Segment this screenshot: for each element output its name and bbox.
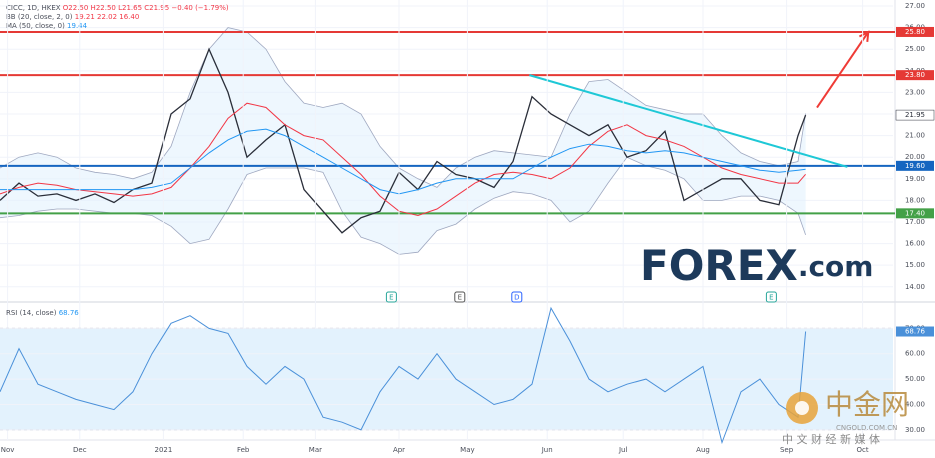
last-value-badge (896, 326, 934, 337)
legend-text: CICC, 1D, HKEX (6, 4, 61, 12)
legend-text: 19.21 22.02 16.40 (75, 13, 140, 21)
cngold-tagline: 中 文 财 经 新 媒 体 (782, 432, 880, 446)
y-tick-label: 14.00 (905, 283, 925, 291)
forex-suffix: .com (798, 250, 874, 283)
event-marker (454, 291, 466, 303)
series-line (0, 47, 807, 234)
level-label: 23.80 (905, 71, 925, 79)
cngold-url: CNGOLD.COM.CN (836, 424, 897, 432)
legend-text: 68.76 (59, 309, 80, 317)
event-marker (765, 291, 777, 303)
y-tick-label: 60.00 (905, 350, 925, 358)
event-marker (511, 291, 523, 303)
forex-logo: FOREX.com (640, 241, 873, 290)
event-marker (385, 291, 397, 303)
legend-text: BB (20, close, 2, 0) (6, 13, 73, 21)
x-tick-label: Mar (309, 446, 322, 454)
y-tick-label: 40.00 (905, 400, 925, 408)
series-line (0, 306, 807, 445)
level-label: 25.80 (905, 28, 925, 36)
arrow (816, 31, 870, 109)
y-tick-label: 30.00 (905, 426, 925, 434)
level-badge (896, 160, 934, 171)
series-line (0, 128, 806, 195)
last-value-label: 68.76 (905, 328, 926, 336)
x-tick-label: Aug (696, 446, 710, 454)
y-tick-label: 21.00 (905, 132, 925, 140)
trendline (529, 74, 848, 168)
y-tick-label: 17.00 (905, 218, 925, 226)
x-tick-label: Dec (73, 446, 87, 454)
bb-fill (0, 27, 806, 255)
x-tick-label: Feb (237, 446, 250, 454)
event-label: E (769, 294, 773, 302)
bb-upper (0, 27, 806, 188)
y-tick-label: 23.00 (905, 88, 925, 96)
legend-text: O22.50 H22.50 L21.65 C21.95 −0.40 (−1.79… (63, 4, 229, 12)
x-tick-label: 2021 (154, 446, 172, 454)
legend-text: MA (50, close, 0) (6, 22, 65, 30)
level-badge (896, 70, 934, 81)
last-value-label: 21.95 (905, 111, 925, 119)
event-label: D (514, 294, 519, 302)
level-badge (896, 208, 934, 219)
legend-entry: CICC, 1D, HKEX O22.50 H22.50 L21.65 C21.… (6, 4, 229, 12)
y-tick-label: 50.00 (905, 375, 925, 383)
legend-entry: RSI (14, close) 68.76 (6, 309, 79, 317)
legend-entry: BB (20, close, 2, 0) 19.21 22.02 16.40 (6, 13, 139, 21)
x-tick-label: May (460, 446, 474, 454)
x-tick-label: Apr (393, 446, 405, 454)
y-tick-label: 27.00 (905, 2, 925, 10)
last-value-badge (895, 109, 935, 121)
event-label: E (389, 294, 393, 302)
y-tick-label: 18.00 (905, 196, 925, 204)
y-tick-label: 25.00 (905, 45, 925, 53)
y-tick-label: 19.00 (905, 175, 925, 183)
y-tick-label: 20.00 (905, 153, 925, 161)
y-tick-label: 15.00 (905, 261, 925, 269)
event-label: E (458, 294, 462, 302)
level-label: 17.40 (905, 209, 925, 217)
level-label: 19.60 (905, 162, 925, 170)
cngold-icon-inner (795, 401, 809, 415)
x-tick-label: Oct (857, 446, 869, 454)
legend-text: RSI (14, close) (6, 309, 57, 317)
watermarks: FOREX.com 中金网 CNGOLD.COM.CN 中 文 财 经 新 媒 … (640, 241, 909, 447)
legend-text: 19.44 (67, 22, 88, 30)
y-tick-label: 16.00 (905, 240, 925, 248)
series-line (0, 102, 806, 217)
x-tick-label: Sep (780, 446, 794, 454)
x-tick-label: Nov (1, 446, 15, 454)
level-badge (896, 26, 934, 37)
x-tick-label: Jun (541, 446, 553, 454)
x-tick-label: Jul (618, 446, 628, 454)
cngold-logo: 中金网 (825, 388, 909, 421)
legend-entry: MA (50, close, 0) 19.44 (6, 22, 88, 30)
forex-name: FOREX (640, 241, 798, 290)
